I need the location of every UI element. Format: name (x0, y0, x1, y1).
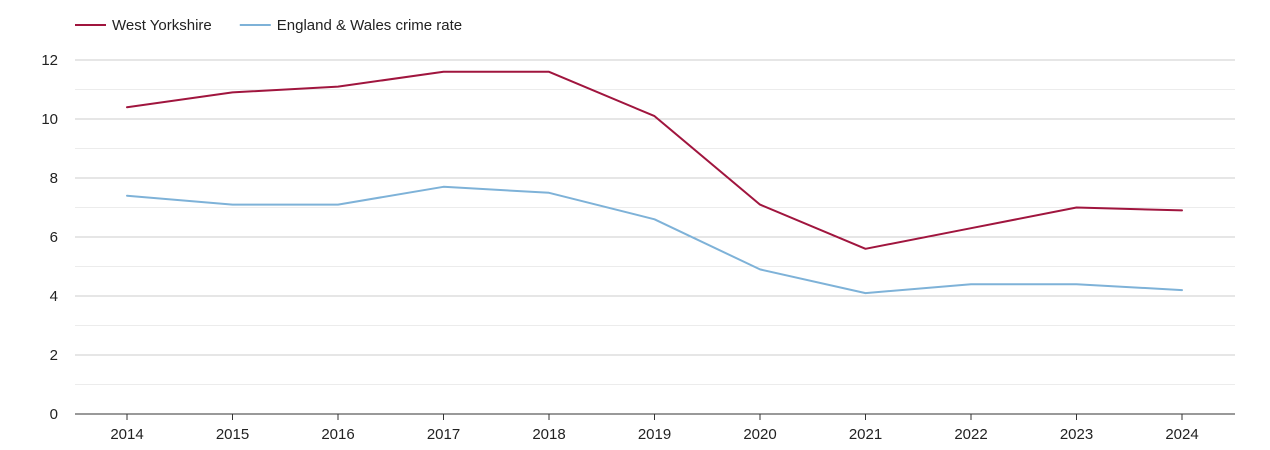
legend-item: England & Wales crime rate (239, 17, 462, 34)
series-group (126, 185, 1183, 295)
legend-label: West Yorkshire (112, 17, 212, 34)
chart-series (126, 70, 1183, 295)
y-tick-label: 4 (50, 288, 58, 305)
x-tick-label: 2020 (743, 426, 776, 443)
x-tick-label: 2022 (954, 426, 987, 443)
series-group (126, 70, 1183, 250)
x-tick-label: 2018 (532, 426, 565, 443)
series-line (126, 185, 1183, 295)
y-tick-label: 12 (41, 52, 58, 69)
x-tick-label: 2019 (638, 426, 671, 443)
x-tick-label: 2016 (321, 426, 354, 443)
y-tick-label: 6 (50, 229, 58, 246)
x-tick-label: 2023 (1060, 426, 1093, 443)
series-line (126, 70, 1183, 250)
y-tick-label: 8 (50, 170, 58, 187)
y-tick-label: 0 (50, 406, 58, 423)
x-tick-label: 2024 (1165, 426, 1198, 443)
legend-label: England & Wales crime rate (277, 17, 462, 34)
x-tick-label: 2015 (216, 426, 249, 443)
x-tick-label: 2021 (849, 426, 882, 443)
y-axis: 0 2 4 6 8 10 12 (41, 52, 58, 423)
legend-item: West Yorkshire (75, 17, 212, 34)
x-axis: 2014 2015 2016 2017 2018 2019 2020 2021 2022 2023… (75, 413, 1235, 443)
chart-legend: West Yorkshire England & Wales crime rate (75, 17, 462, 34)
y-tick-label: 2 (50, 347, 58, 364)
y-tick-label: 10 (41, 111, 58, 128)
x-tick-label: 2014 (110, 426, 143, 443)
chart-gridlines (75, 59, 1235, 385)
x-tick-label: 2017 (427, 426, 460, 443)
